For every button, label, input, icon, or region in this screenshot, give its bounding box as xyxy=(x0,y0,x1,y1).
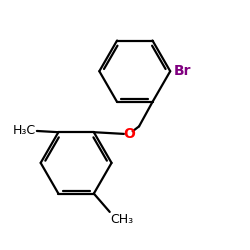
Text: CH₃: CH₃ xyxy=(110,213,134,226)
Text: O: O xyxy=(123,127,135,141)
Text: Br: Br xyxy=(174,64,192,78)
Text: H₃C: H₃C xyxy=(12,124,36,137)
